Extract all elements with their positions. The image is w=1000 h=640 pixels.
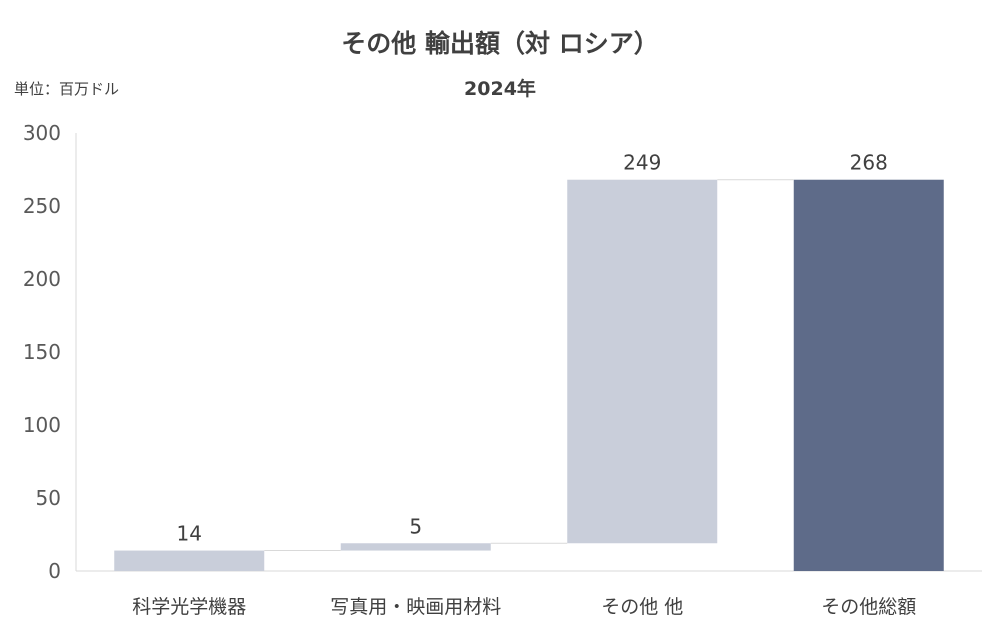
category-label: 写真用・映画用材料	[330, 596, 501, 618]
data-label: 249	[623, 151, 661, 175]
y-tick-label: 250	[23, 194, 61, 218]
bar-4	[793, 179, 944, 571]
chart-subtitle: 2024年	[464, 78, 536, 100]
y-tick-label: 0	[48, 559, 61, 583]
y-tick-label: 200	[23, 267, 61, 291]
category-label: 科学光学機器	[132, 596, 246, 618]
category-label: その他総額	[821, 596, 916, 618]
category-label: その他 他	[601, 596, 683, 618]
y-tick-label: 50	[36, 486, 61, 510]
unit-label: 単位：百万ドル	[14, 80, 120, 98]
data-label: 268	[850, 151, 888, 175]
data-label: 14	[177, 522, 202, 546]
y-tick-label: 300	[23, 121, 61, 145]
bar-2	[340, 543, 491, 551]
bar-3	[567, 179, 718, 544]
y-tick-label: 100	[23, 413, 61, 437]
bar-1	[114, 550, 265, 571]
chart-title: その他 輸出額（対 ロシア）	[341, 29, 659, 58]
data-label: 5	[409, 514, 422, 538]
y-tick-label: 150	[23, 340, 61, 364]
